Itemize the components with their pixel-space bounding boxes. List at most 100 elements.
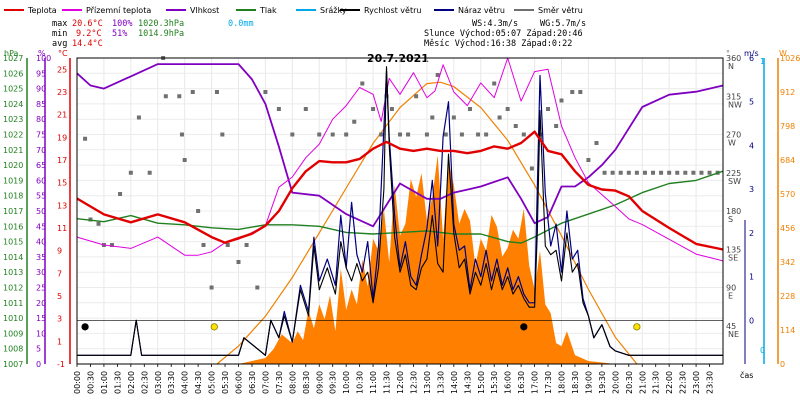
wind-direction-point xyxy=(389,107,394,111)
x-tick-label: 14:30 xyxy=(463,371,472,394)
stat-max-press: 1020.3hPa xyxy=(138,19,184,29)
wind-direction-point xyxy=(177,94,182,99)
moon-text: Měsíc Východ:16:38 Západ:0:22 xyxy=(424,39,572,49)
y-tick-label: 1012 xyxy=(3,284,23,293)
sunrise-marker xyxy=(210,323,218,331)
wind-direction-point xyxy=(586,158,591,162)
y-tick-label: 90 xyxy=(36,85,46,94)
y-tick-label: 1008 xyxy=(3,345,23,354)
y-tick-label: 1016 xyxy=(3,222,23,231)
y-tick-label: 1014 xyxy=(3,253,23,262)
x-axis-label: čas xyxy=(740,370,753,380)
stat-max-label: max xyxy=(52,19,67,29)
sunset-marker xyxy=(633,323,641,331)
y-tick-label: 1020 xyxy=(3,161,23,170)
y-tick-label: 10 xyxy=(36,329,46,338)
y-tick-label: 15 xyxy=(36,314,46,323)
y-tick-label: 45 xyxy=(36,222,46,231)
wind-direction-point xyxy=(424,132,429,137)
legend-label: Tlak xyxy=(259,6,277,15)
x-tick-label: 14:00 xyxy=(450,371,459,394)
axis-unit-label: hPa xyxy=(4,49,19,58)
y-tick-label: 1017 xyxy=(3,207,23,216)
wind-direction-point xyxy=(263,90,268,94)
wind-direction-point xyxy=(683,170,688,175)
wind-direction-point xyxy=(118,192,123,196)
y-tick-label: 4 xyxy=(749,141,754,150)
info-block: WS:4.3m/s WG:5.7m/s Slunce Východ:05:07 … xyxy=(424,19,586,49)
y-tick-label: 1013 xyxy=(3,268,23,277)
x-tick-label: 11:00 xyxy=(369,371,378,394)
y-tick-label: 570 xyxy=(780,190,795,199)
plot-area xyxy=(76,56,724,365)
x-tick-label: 21:00 xyxy=(638,371,647,394)
y-tick-label: 85 xyxy=(36,100,46,109)
wind-direction-point xyxy=(276,107,281,111)
x-tick-label: 07:00 xyxy=(261,371,270,394)
y-tick-label: 114 xyxy=(780,326,795,335)
y-tick-label: 315 xyxy=(726,92,741,101)
wind-direction-point xyxy=(179,132,184,137)
wind-direction-point xyxy=(128,170,133,175)
x-tick-label: 15:00 xyxy=(477,371,486,394)
stat-max-temp: 20.6°C xyxy=(72,19,103,29)
axis-unit-label: W xyxy=(779,49,787,58)
x-tick-label: 08:30 xyxy=(302,371,311,394)
wind-direction-point xyxy=(360,81,365,86)
wind-direction-point xyxy=(634,170,639,175)
stat-min-temp: 9.2°C xyxy=(76,29,102,39)
series-line-rychlost-vetru xyxy=(77,66,723,356)
y-tick-label: 1027 xyxy=(3,54,23,63)
x-tick-label: 20:30 xyxy=(625,371,634,394)
y-tick-label: 798 xyxy=(780,122,795,131)
y-tick-label: 2 xyxy=(749,229,754,238)
stats-block: max 20.6°C 100% 1020.3hPa 0.0mm min 9.2°… xyxy=(52,19,254,49)
ws-text: WS:4.3m/s xyxy=(472,19,518,29)
y-tick-label: 75 xyxy=(36,131,46,140)
x-tick-label: 18:30 xyxy=(571,371,580,394)
x-tick-label: 12:00 xyxy=(396,371,405,394)
legend-label: Teplota xyxy=(27,6,57,15)
x-tick-label: 13:00 xyxy=(423,371,432,394)
wind-direction-point xyxy=(642,170,647,175)
y-tick-label: 225 xyxy=(726,169,741,178)
y-tick-label: 17 xyxy=(57,156,67,165)
y-tick-label: 5 xyxy=(749,98,754,107)
y-tick-label: 50 xyxy=(36,207,46,216)
axis-unit-label: ° xyxy=(726,49,730,58)
y-tick-label: 912 xyxy=(780,88,795,97)
y-tick-label: 1022 xyxy=(3,131,23,140)
y-tick-label: 7 xyxy=(57,269,62,278)
wind-direction-point xyxy=(451,115,456,120)
x-tick-label: 09:00 xyxy=(315,371,324,394)
wind-direction-point xyxy=(303,107,308,111)
y-tick-label: 1019 xyxy=(3,176,23,185)
wind-direction-point xyxy=(529,166,534,171)
wind-direction-point xyxy=(659,170,664,175)
stat-max-hum: 100% xyxy=(112,19,132,29)
x-tick-label: 10:00 xyxy=(342,371,351,394)
wind-direction-point xyxy=(443,132,448,137)
moonrise-marker xyxy=(520,323,528,331)
y-tick-label: 1025 xyxy=(3,85,23,94)
y-tick-label: 456 xyxy=(780,224,795,233)
wind-direction-point xyxy=(492,81,497,86)
y-tick-label: 3 xyxy=(749,185,754,194)
wind-direction-point xyxy=(384,94,389,99)
x-tick-label: 06:00 xyxy=(235,371,244,394)
x-tick-label: 04:00 xyxy=(181,371,190,394)
wind-direction-point xyxy=(459,132,464,137)
y-tick-label: W xyxy=(728,139,736,148)
y-tick-label: E xyxy=(728,292,733,301)
y-tick-label: 0 xyxy=(760,346,765,355)
legend-label: Vlhkost xyxy=(190,6,219,15)
wind-direction-point xyxy=(602,170,607,175)
y-tick-label: SW xyxy=(728,177,741,186)
wind-direction-point xyxy=(163,94,168,99)
legend: Teplota Přízemní teplota Vlhkost Tlak Srážky… xyxy=(4,6,583,15)
wind-direction-point xyxy=(96,221,101,226)
sun-text: Slunce Východ:05:07 Západ:20:46 xyxy=(424,29,583,39)
y-tick-label: 360 xyxy=(726,54,741,63)
x-tick-label: 21:30 xyxy=(652,371,661,394)
series-line-naraz-vetru xyxy=(77,70,723,356)
